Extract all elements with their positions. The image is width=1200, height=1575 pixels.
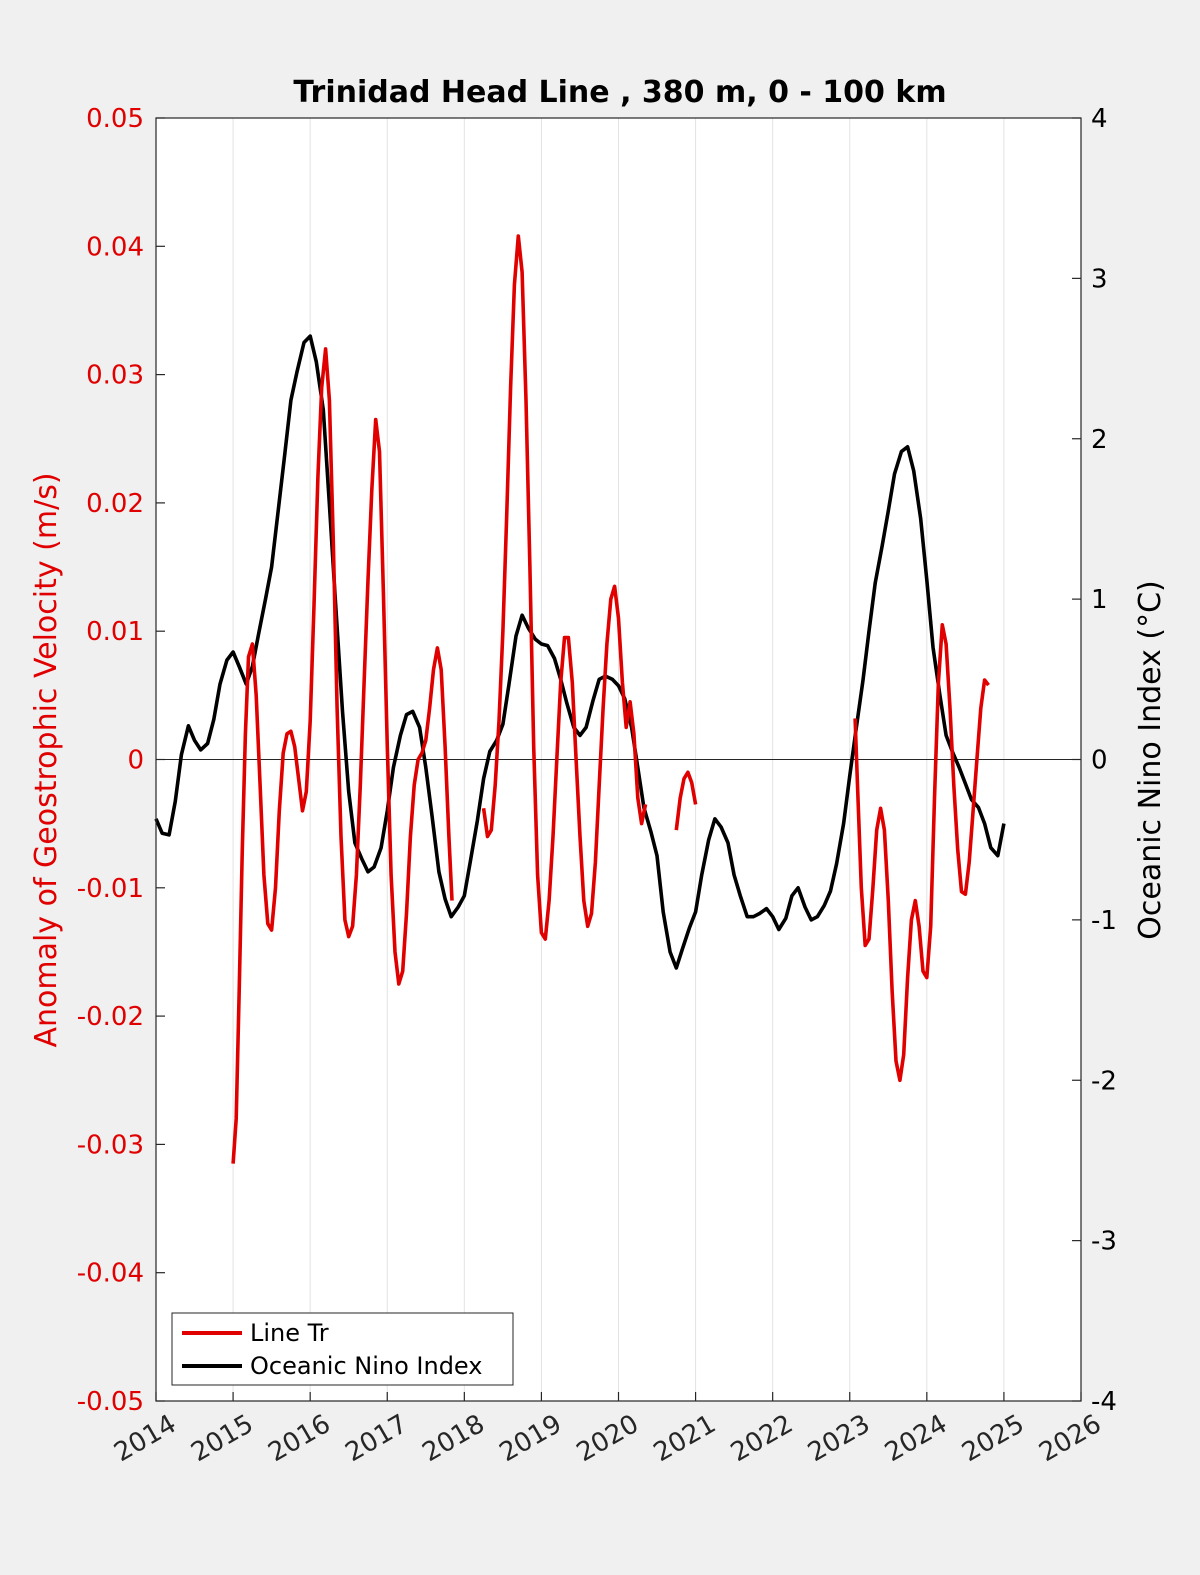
- x-tick-label: 2018: [418, 1409, 490, 1468]
- right-tick-label: -2: [1091, 1066, 1117, 1096]
- left-tick-label: 0.05: [86, 104, 144, 134]
- x-axis: 2014 2015 2016 2017 2018 2019 2020 2021 2022 2023…: [109, 1392, 1107, 1468]
- line-tr-series-segment: [853, 623, 990, 1083]
- x-tick-label: 2026: [1034, 1409, 1106, 1468]
- x-tick-label: 2017: [340, 1409, 412, 1468]
- left-tick-label: -0.04: [77, 1259, 144, 1289]
- x-tick-label: 2014: [109, 1409, 181, 1468]
- x-tick-label: 2021: [649, 1409, 721, 1468]
- line-tr-series-segment: [481, 234, 648, 941]
- legend-box: [171, 1312, 514, 1386]
- left-tick-label: -0.01: [77, 874, 144, 904]
- legend: Line Tr Oceanic Nino Index: [171, 1312, 514, 1386]
- x-tick-label: 2023: [803, 1409, 875, 1468]
- x-tick-label: 2020: [572, 1409, 644, 1468]
- right-tick-label: -1: [1091, 906, 1117, 936]
- line-tr-series-segment: [674, 770, 698, 831]
- left-tick-label: -0.02: [77, 1002, 144, 1032]
- right-tick-label: 0: [1091, 746, 1108, 776]
- right-tick-label: 3: [1091, 264, 1108, 294]
- y-axis-label-left: Anomaly of Geostrophic Velocity (m/s): [29, 472, 64, 1047]
- x-tick-label: 2015: [186, 1409, 258, 1468]
- y-axis-label-right: Oceanic Nino Index (°C): [1133, 580, 1168, 940]
- x-tick-label: 2025: [957, 1409, 1029, 1468]
- legend-label-oni: Oceanic Nino Index: [250, 1352, 482, 1380]
- left-tick-label: 0.01: [86, 617, 144, 647]
- left-tick-label: 0.02: [86, 489, 144, 519]
- chart-title: Trinidad Head Line , 380 m, 0 - 100 km: [293, 75, 946, 110]
- line-tr-series-segment: [231, 347, 454, 1164]
- left-tick-label: -0.03: [77, 1130, 144, 1160]
- right-axis: -4 -3 -2 -1 0 1 2 3 4: [1072, 104, 1117, 1417]
- right-tick-label: 1: [1091, 585, 1108, 615]
- oni-series-line: [154, 334, 1006, 970]
- left-axis: -0.05 -0.04 -0.03 -0.02 -0.01 0 0.01 0.02 0.03 0.…: [77, 104, 165, 1417]
- left-tick-label: 0.03: [86, 361, 144, 391]
- series-layer: [154, 234, 1006, 1164]
- right-tick-label: -4: [1091, 1387, 1117, 1417]
- legend-label-line-tr: Line Tr: [250, 1319, 329, 1347]
- right-tick-label: -3: [1091, 1227, 1117, 1257]
- left-tick-label: 0.04: [86, 232, 144, 262]
- x-tick-label: 2016: [263, 1409, 335, 1468]
- x-tick-label: 2019: [495, 1409, 567, 1468]
- left-tick-label: -0.05: [77, 1387, 144, 1417]
- left-tick-label: 0: [127, 746, 144, 776]
- x-tick-label: 2024: [880, 1409, 952, 1468]
- x-tick-label: 2022: [726, 1409, 798, 1468]
- right-tick-label: 2: [1091, 425, 1108, 455]
- right-tick-label: 4: [1091, 104, 1108, 134]
